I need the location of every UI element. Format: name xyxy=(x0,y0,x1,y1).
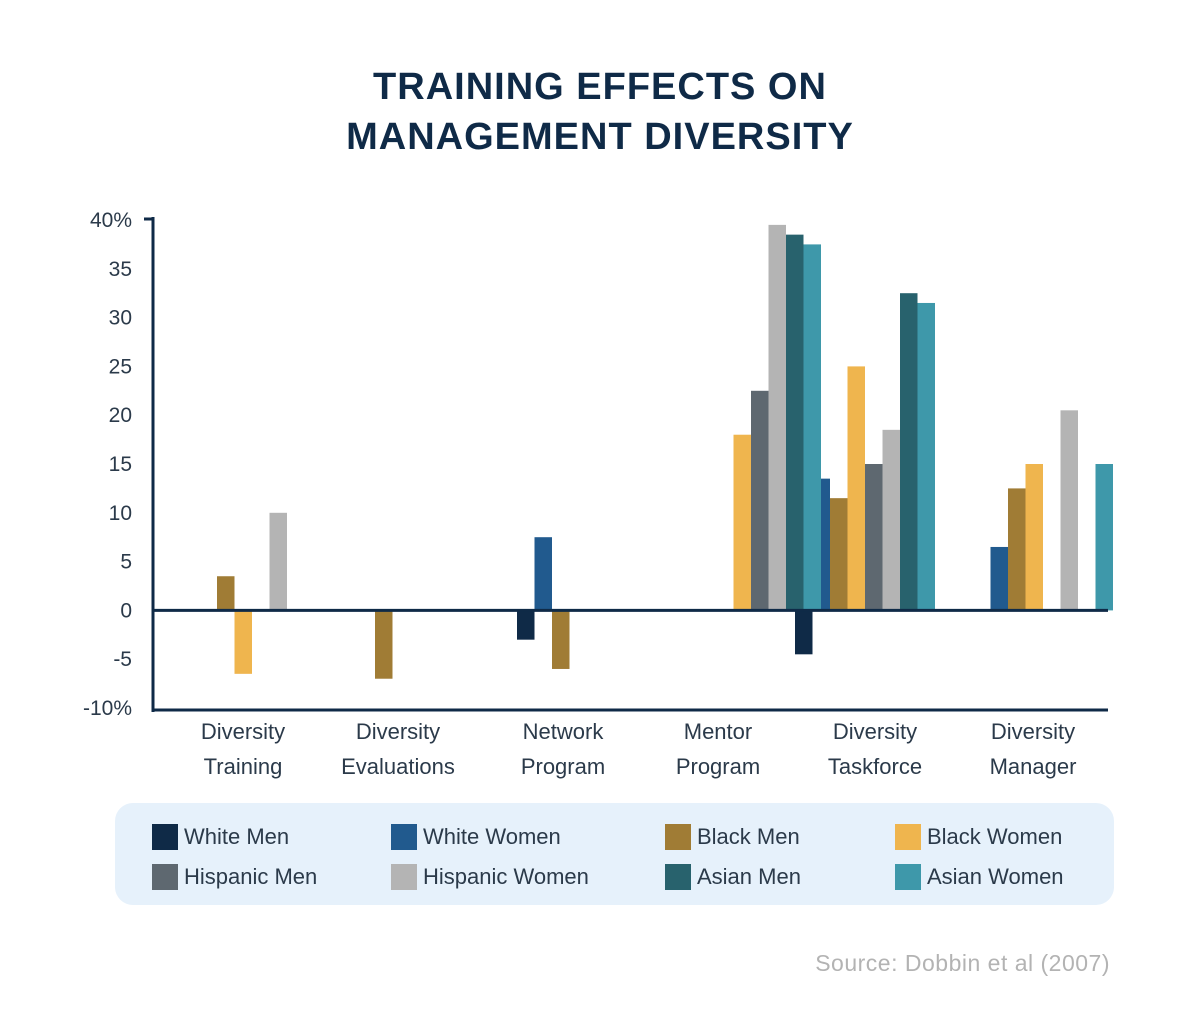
legend-item: Asian Women xyxy=(895,864,1064,890)
x-tick-label: Diversity xyxy=(201,719,285,744)
y-tick-label: -10% xyxy=(83,697,132,720)
y-tick-label: 30 xyxy=(109,307,132,330)
legend-swatch xyxy=(665,824,691,850)
bar-hispanic-men xyxy=(751,390,769,611)
chart-legend: White Men White Women Black Men Black Women… xyxy=(115,803,1114,905)
x-tick-label: Evaluations xyxy=(341,754,455,779)
y-tick-label: 10 xyxy=(109,502,132,525)
legend-item: Hispanic Women xyxy=(391,864,589,890)
bar-hispanic-women xyxy=(768,224,786,611)
legend-swatch xyxy=(391,824,417,850)
legend-label: Black Men xyxy=(697,824,800,849)
legend-label: Asian Women xyxy=(927,864,1064,889)
legend-item: Black Men xyxy=(665,824,800,850)
bar-black-women xyxy=(234,610,252,674)
bar-hispanic-men xyxy=(865,464,883,611)
legend-item: Asian Men xyxy=(665,864,801,890)
x-tick-label: Taskforce xyxy=(828,754,922,779)
x-tick-label: Program xyxy=(521,754,605,779)
bar-asian-men xyxy=(900,293,918,611)
legend-label: Asian Men xyxy=(697,864,801,889)
x-tick-label: Network xyxy=(523,719,605,744)
bar-white-women xyxy=(534,537,552,611)
legend-swatch xyxy=(895,824,921,850)
chart-title-line-2: MANAGEMENT DIVERSITY xyxy=(346,116,854,158)
bar-hispanic-women xyxy=(1060,410,1078,611)
bar-black-women xyxy=(733,434,751,611)
bar-chart: 40% 35 30 25 20 15 10 5 0 -5 -10% Diversity Training… xyxy=(83,209,1113,779)
chart-title-line-1: TRAINING EFFECTS ON xyxy=(373,66,827,108)
legend-label: Black Women xyxy=(927,824,1063,849)
y-tick-label: 35 xyxy=(109,258,132,281)
y-tick-label: 0 xyxy=(120,599,132,622)
legend-swatch xyxy=(895,864,921,890)
bar-asian-women xyxy=(1095,464,1113,611)
bar-black-men xyxy=(375,610,393,679)
bar-asian-women xyxy=(803,244,821,611)
y-tick-label: 20 xyxy=(109,404,132,427)
y-tick-label: 15 xyxy=(109,453,132,476)
legend-swatch xyxy=(152,864,178,890)
bar-hispanic-women xyxy=(882,429,900,611)
bar-black-men xyxy=(217,576,235,611)
legend-label: White Women xyxy=(423,824,561,849)
x-tick-label: Mentor xyxy=(684,719,752,744)
legend-swatch xyxy=(152,824,178,850)
legend-swatch xyxy=(665,864,691,890)
legend-label: Hispanic Men xyxy=(184,864,318,889)
bar-asian-men xyxy=(786,234,804,611)
x-tick-label: Diversity xyxy=(833,719,917,744)
y-tick-label: 40% xyxy=(90,209,132,232)
bar-black-men xyxy=(1008,488,1026,611)
bar-white-women xyxy=(990,546,1008,611)
x-tick-label: Diversity xyxy=(991,719,1075,744)
bar-hispanic-women xyxy=(269,512,287,611)
x-tick-label: Training xyxy=(204,754,283,779)
y-tick-label: 5 xyxy=(120,551,132,574)
bar-white-men xyxy=(795,610,813,655)
y-tick-label: 25 xyxy=(109,355,132,378)
bar-black-men xyxy=(552,610,570,669)
chart-title: TRAINING EFFECTS ON MANAGEMENT DIVERSITY xyxy=(0,62,1200,162)
y-tick-label: -5 xyxy=(113,648,132,671)
x-tick-label: Diversity xyxy=(356,719,440,744)
bar-black-women xyxy=(847,366,865,611)
legend-item: Black Women xyxy=(895,824,1062,850)
legend-label: White Men xyxy=(184,824,290,849)
x-tick-label: Manager xyxy=(990,754,1077,779)
x-tick-label: Program xyxy=(676,754,760,779)
bar-white-men xyxy=(517,610,535,640)
bar-black-men xyxy=(830,498,848,611)
legend-swatch xyxy=(391,864,417,890)
source-note: Source: Dobbin et al (2007) xyxy=(815,950,1110,976)
bar-black-women xyxy=(1025,464,1043,611)
bar-asian-women xyxy=(917,302,935,611)
legend-item: White Men xyxy=(152,824,289,850)
legend-label: Hispanic Women xyxy=(423,864,589,889)
legend-item: Hispanic Men xyxy=(152,864,317,890)
legend-item: White Women xyxy=(391,824,561,850)
